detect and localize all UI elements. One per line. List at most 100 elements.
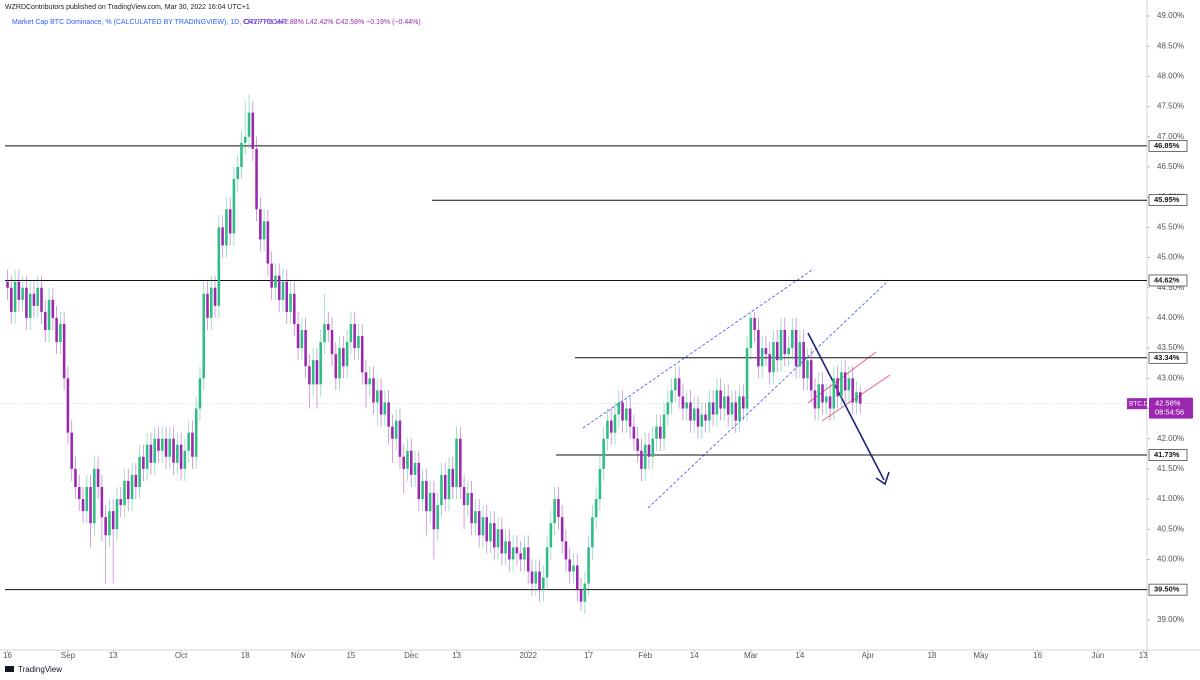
candle-body [383,402,387,415]
level-label: 41.73% [1154,450,1180,459]
candle-body [545,547,549,578]
countdown: 08:54:56 [1155,408,1184,417]
candle-body [651,438,655,457]
candle-body [70,432,73,469]
candle-body [813,390,817,409]
candle-body [692,408,696,421]
y-tick-label: 47.50% [1157,102,1184,111]
x-tick-label: 13 [109,651,118,660]
candle-body [360,336,364,373]
candle-body [59,323,62,343]
candle-body [81,499,85,512]
y-tick-label: 41.50% [1157,464,1184,473]
x-tick-label: Oct [175,651,188,660]
candle-body [202,293,206,379]
candle-body [821,384,824,403]
candle-body [228,209,232,234]
brand-name: TradingView [18,665,62,674]
candle-body [43,311,47,330]
candle-body [285,281,289,312]
x-tick-label: Apr [862,651,875,660]
candle-body [300,330,304,349]
candle-body [572,565,575,572]
channel-upper [582,269,813,429]
candle-body [802,342,805,379]
candle-body [240,142,243,167]
candle-body [398,420,402,457]
candle-body [134,474,138,487]
candle-body [632,426,636,439]
candle-body [775,342,779,361]
candle-body [243,136,247,143]
candle-body [564,541,568,560]
candle-body [217,227,221,306]
candle-body [179,444,183,469]
candle-body [213,287,217,306]
candle-body [730,402,734,415]
candle-body [232,179,236,234]
candle-body [345,342,349,367]
candle-body [100,486,104,518]
candle-body [602,438,605,469]
level-label: 39.50% [1154,585,1180,594]
y-tick-label: 45.00% [1157,253,1184,262]
candle-body [711,402,715,415]
level-label: 45.95% [1154,195,1180,204]
candle-body [723,396,726,409]
candle-body [17,281,21,300]
candle-body [153,438,156,463]
candle-body [364,372,368,385]
candle-body [277,275,281,300]
candle-body [791,330,794,349]
candle-body [500,529,504,554]
candle-body [130,474,134,500]
candle-body [176,444,179,463]
candle-body [738,396,741,421]
level-label-box [1148,449,1188,461]
candle-body [745,348,749,409]
candle-body [613,414,617,433]
candle-body [145,444,149,469]
candle-body [840,372,843,397]
candle-body [858,392,862,404]
candle-body [289,293,292,312]
candle-body [21,287,24,300]
level-label-box [1148,140,1188,152]
candle-body [194,408,198,457]
y-tick-label: 44.50% [1157,283,1184,292]
candle-body [594,499,598,518]
candle-body [459,438,462,487]
candle-body [779,330,783,361]
candle-body [462,486,466,506]
y-tick-label: 40.50% [1157,524,1184,533]
y-tick-label: 45.50% [1157,222,1184,231]
candle-body [455,438,458,487]
candle-body [119,499,123,506]
arrow-head [875,471,890,486]
candle-body [598,468,602,500]
candle-body [28,293,32,318]
candle-body [36,287,40,306]
candle-body [421,480,424,500]
candle-body [428,493,432,512]
candle-body [715,390,719,415]
y-tick-label: 46.50% [1157,162,1184,171]
candle-body [323,323,326,343]
y-tick-label: 48.50% [1157,41,1184,50]
candle-body [357,336,360,349]
legend-title: Market Cap BTC Dominance, % (CALCULATED … [12,19,287,26]
candle-body [855,392,858,403]
candle-body [89,486,92,524]
candle-body [451,468,455,487]
brand-logo [5,666,14,672]
published-by: WZRDContributors published on TradingVie… [5,4,250,11]
candle-body [768,354,771,373]
candle-body [553,499,556,524]
candle-body [51,299,55,318]
candle-body [334,354,338,379]
candle-body [432,493,436,530]
x-tick-label: Mar [744,651,758,660]
candle-body [583,583,587,602]
candle-body [836,378,839,397]
candle-body [104,517,107,536]
